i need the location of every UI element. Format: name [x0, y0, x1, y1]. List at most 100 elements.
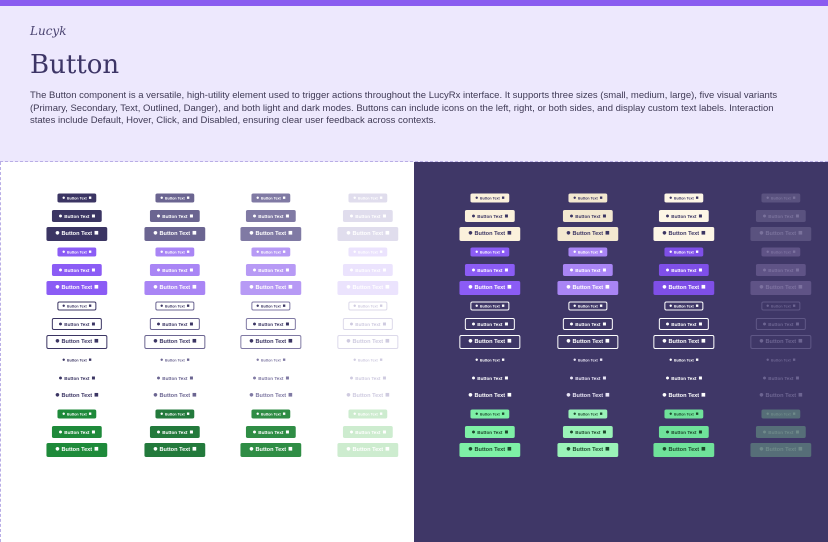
dark-danger-medium-default-button[interactable]: ● Button Text ■	[464, 426, 516, 438]
light-danger-medium-default-button[interactable]: ● Button Text ■	[51, 426, 103, 438]
dark-danger-large-click-button[interactable]: ● Button Text ■	[653, 443, 715, 457]
dark-primary-small-hover-button[interactable]: ● Button Text ■	[568, 193, 608, 203]
dark-secondary-large-default-button[interactable]: ● Button Text ■	[459, 281, 521, 295]
light-secondary-large-default-button[interactable]: ● Button Text ■	[46, 281, 108, 295]
light-secondary-small-hover-button[interactable]: ● Button Text ■	[155, 247, 195, 257]
light-secondary-medium-hover-button[interactable]: ● Button Text ■	[149, 264, 201, 276]
dark-text-large-hover-button[interactable]: ● Button Text ■	[557, 335, 619, 349]
light-outlined-small-hover-button[interactable]: ● Button Text ■	[155, 356, 194, 365]
dark-text-medium-click-button[interactable]: ● Button Text ■	[658, 318, 710, 330]
light-text-large-default-button[interactable]: ● Button Text ■	[46, 335, 108, 349]
dark-outlined-medium-default-button[interactable]: ● Button Text ■	[465, 372, 515, 384]
person-icon: ●	[349, 267, 354, 273]
light-danger-small-hover-button[interactable]: ● Button Text ■	[155, 409, 195, 419]
dark-text-medium-hover-button[interactable]: ● Button Text ■	[562, 318, 614, 330]
light-outlined-small-default-button[interactable]: ● Button Text ■	[57, 356, 96, 365]
light-primary-medium-default-button[interactable]: ● Button Text ■	[51, 210, 103, 222]
light-secondary-small-default-button[interactable]: ● Button Text ■	[57, 247, 97, 257]
button-label: Button Text	[578, 250, 598, 254]
dark-text-large-default-button[interactable]: ● Button Text ■	[459, 335, 521, 349]
dark-primary-small-default-button[interactable]: ● Button Text ■	[470, 193, 510, 203]
dark-text-small-click-button[interactable]: ● Button Text ■	[664, 301, 704, 311]
trash-icon: ■	[288, 338, 293, 344]
dark-secondary-large-hover-button[interactable]: ● Button Text ■	[557, 281, 619, 295]
dark-outlined-medium-click-button[interactable]: ● Button Text ■	[659, 372, 709, 384]
light-danger-large-hover-button[interactable]: ● Button Text ■	[144, 443, 206, 457]
light-text-small-hover-button[interactable]: ● Button Text ■	[155, 301, 195, 311]
dark-outlined-large-hover-button[interactable]: ● Button Text ■	[557, 389, 618, 403]
light-secondary-small-click-button[interactable]: ● Button Text ■	[251, 247, 291, 257]
light-danger-small-default-button[interactable]: ● Button Text ■	[57, 409, 97, 419]
light-text-large-click-button[interactable]: ● Button Text ■	[240, 335, 302, 349]
dark-text-small-default-button[interactable]: ● Button Text ■	[470, 301, 510, 311]
dark-danger-small-hover-button[interactable]: ● Button Text ■	[568, 409, 608, 419]
dark-primary-large-default-button[interactable]: ● Button Text ■	[459, 227, 521, 241]
light-text-small-default-button[interactable]: ● Button Text ■	[57, 301, 97, 311]
trash-icon: ■	[695, 249, 699, 254]
light-primary-large-hover-button[interactable]: ● Button Text ■	[144, 227, 206, 241]
dark-text-medium-default-button[interactable]: ● Button Text ■	[464, 318, 516, 330]
light-danger-medium-click-button[interactable]: ● Button Text ■	[245, 426, 297, 438]
dark-danger-small-click-button[interactable]: ● Button Text ■	[664, 409, 704, 419]
light-primary-small-default-button[interactable]: ● Button Text ■	[57, 193, 97, 203]
light-primary-small-hover-button[interactable]: ● Button Text ■	[155, 193, 195, 203]
dark-primary-large-click-button[interactable]: ● Button Text ■	[653, 227, 715, 241]
light-outlined-medium-hover-button[interactable]: ● Button Text ■	[150, 372, 200, 384]
light-danger-large-default-button[interactable]: ● Button Text ■	[46, 443, 108, 457]
dark-outlined-large-default-button[interactable]: ● Button Text ■	[459, 389, 520, 403]
light-primary-large-default-button[interactable]: ● Button Text ■	[46, 227, 108, 241]
light-secondary-medium-default-button[interactable]: ● Button Text ■	[51, 264, 103, 276]
light-text-medium-hover-button[interactable]: ● Button Text ■	[149, 318, 201, 330]
trash-icon: ■	[792, 411, 796, 416]
light-danger-small-click-button[interactable]: ● Button Text ■	[251, 409, 291, 419]
light-outlined-large-default-button[interactable]: ● Button Text ■	[46, 389, 107, 403]
dark-primary-medium-default-button[interactable]: ● Button Text ■	[464, 210, 516, 222]
dark-outlined-large-click-button[interactable]: ● Button Text ■	[653, 389, 714, 403]
dark-danger-medium-click-button[interactable]: ● Button Text ■	[658, 426, 710, 438]
person-icon: ●	[468, 338, 473, 344]
dark-secondary-medium-hover-button[interactable]: ● Button Text ■	[562, 264, 614, 276]
dark-secondary-small-hover-button[interactable]: ● Button Text ■	[568, 247, 608, 257]
dark-danger-medium-hover-button[interactable]: ● Button Text ■	[562, 426, 614, 438]
dark-text-small-hover-button[interactable]: ● Button Text ■	[568, 301, 608, 311]
dark-outlined-small-click-button[interactable]: ● Button Text ■	[664, 356, 703, 365]
trash-icon: ■	[88, 411, 92, 416]
dark-text-large-click-button[interactable]: ● Button Text ■	[653, 335, 715, 349]
light-text-small-click-button[interactable]: ● Button Text ■	[251, 301, 291, 311]
light-danger-medium-hover-button[interactable]: ● Button Text ■	[149, 426, 201, 438]
dark-danger-large-hover-button[interactable]: ● Button Text ■	[557, 443, 619, 457]
dark-primary-medium-hover-button[interactable]: ● Button Text ■	[562, 210, 614, 222]
dark-outlined-small-default-button[interactable]: ● Button Text ■	[470, 356, 509, 365]
dark-danger-large-default-button[interactable]: ● Button Text ■	[459, 443, 521, 457]
person-icon: ●	[662, 230, 667, 236]
dark-secondary-small-click-button[interactable]: ● Button Text ■	[664, 247, 704, 257]
light-outlined-medium-click-button[interactable]: ● Button Text ■	[246, 372, 296, 384]
light-text-medium-click-button[interactable]: ● Button Text ■	[245, 318, 297, 330]
light-text-medium-default-button[interactable]: ● Button Text ■	[51, 318, 103, 330]
dark-primary-small-click-button[interactable]: ● Button Text ■	[664, 193, 704, 203]
light-secondary-large-hover-button[interactable]: ● Button Text ■	[144, 281, 206, 295]
dark-danger-small-default-button[interactable]: ● Button Text ■	[470, 409, 510, 419]
dark-primary-large-hover-button[interactable]: ● Button Text ■	[557, 227, 619, 241]
light-secondary-large-click-button[interactable]: ● Button Text ■	[240, 281, 302, 295]
light-secondary-medium-click-button[interactable]: ● Button Text ■	[245, 264, 297, 276]
light-primary-medium-hover-button[interactable]: ● Button Text ■	[149, 210, 201, 222]
trash-icon: ■	[504, 213, 509, 219]
dark-secondary-large-click-button[interactable]: ● Button Text ■	[653, 281, 715, 295]
light-primary-large-click-button[interactable]: ● Button Text ■	[240, 227, 302, 241]
dark-secondary-medium-default-button[interactable]: ● Button Text ■	[464, 264, 516, 276]
light-danger-large-click-button[interactable]: ● Button Text ■	[240, 443, 302, 457]
light-outlined-large-hover-button[interactable]: ● Button Text ■	[144, 389, 205, 403]
dark-primary-medium-click-button[interactable]: ● Button Text ■	[658, 210, 710, 222]
button-label: Button Text	[474, 231, 506, 237]
dark-secondary-medium-click-button[interactable]: ● Button Text ■	[658, 264, 710, 276]
dark-secondary-small-default-button[interactable]: ● Button Text ■	[470, 247, 510, 257]
light-primary-medium-click-button[interactable]: ● Button Text ■	[245, 210, 297, 222]
dark-outlined-small-hover-button[interactable]: ● Button Text ■	[568, 356, 607, 365]
light-primary-small-click-button[interactable]: ● Button Text ■	[251, 193, 291, 203]
light-outlined-medium-default-button[interactable]: ● Button Text ■	[52, 372, 102, 384]
light-text-large-hover-button[interactable]: ● Button Text ■	[144, 335, 206, 349]
light-outlined-small-click-button[interactable]: ● Button Text ■	[251, 356, 290, 365]
dark-outlined-medium-hover-button[interactable]: ● Button Text ■	[563, 372, 613, 384]
light-outlined-large-click-button[interactable]: ● Button Text ■	[240, 389, 301, 403]
